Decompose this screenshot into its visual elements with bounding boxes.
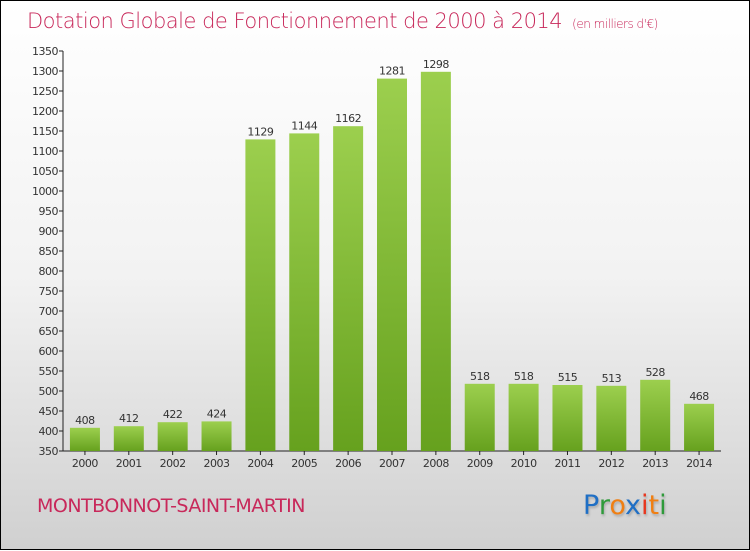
data-label-2013: 528 (645, 366, 665, 379)
bar-2011 (552, 385, 583, 451)
bar-2001 (113, 426, 144, 451)
bar-2006 (333, 126, 364, 451)
bar-2002 (157, 422, 188, 451)
y-tick-label: 550 (39, 365, 59, 378)
data-label-2003: 424 (207, 407, 227, 420)
data-label-2012: 513 (602, 372, 622, 385)
city-name: MONTBONNOT-SAINT-MARTIN (37, 495, 306, 517)
data-label-2002: 422 (163, 408, 183, 421)
bar-2013 (640, 379, 671, 451)
bar-2014 (684, 403, 715, 451)
y-tick-label: 1300 (32, 65, 58, 78)
y-tick-label: 1100 (32, 145, 58, 158)
logo-letter: o (609, 490, 626, 521)
y-tick-label: 1250 (32, 85, 58, 98)
proxiti-logo: Proxiti (583, 490, 667, 521)
y-tick-label: 700 (39, 305, 59, 318)
data-label-2004: 1129 (247, 125, 273, 138)
logo-letter: r (598, 490, 610, 521)
y-tick-label: 1150 (32, 125, 58, 138)
bar-2003 (201, 421, 232, 451)
x-tick-label: 2000 (72, 457, 98, 470)
data-label-2010: 518 (514, 370, 534, 383)
x-tick-label: 2011 (554, 457, 580, 470)
data-label-2006: 1162 (335, 112, 361, 125)
data-label-2008: 1298 (423, 58, 449, 71)
x-tick-label: 2002 (160, 457, 186, 470)
y-tick-label: 1350 (32, 45, 58, 58)
y-tick-label: 350 (39, 445, 59, 458)
logo-letter: x (625, 490, 642, 521)
x-tick-label: 2012 (598, 457, 624, 470)
logo-letter: i (659, 490, 667, 521)
y-tick-label: 500 (39, 385, 59, 398)
bar-2004 (245, 139, 276, 451)
data-label-2009: 518 (470, 370, 490, 383)
y-tick-label: 900 (39, 225, 59, 238)
data-label-2011: 515 (558, 371, 578, 384)
data-label-2000: 408 (75, 414, 95, 427)
logo-letter: t (648, 490, 660, 521)
y-tick-label: 650 (39, 325, 59, 338)
x-tick-label: 2006 (335, 457, 361, 470)
x-tick-label: 2010 (511, 457, 537, 470)
chart-title: Dotation Globale de Fonctionnement de 20… (27, 9, 658, 33)
title-text: Dotation Globale de Fonctionnement de 20… (27, 9, 563, 33)
unit-label: (en milliers d'€) (572, 17, 658, 31)
data-label-2007: 1281 (379, 65, 405, 78)
data-label-2005: 1144 (291, 119, 317, 132)
x-tick-label: 2009 (467, 457, 493, 470)
x-tick-label: 2014 (686, 457, 712, 470)
y-tick-label: 600 (39, 345, 59, 358)
y-tick-label: 450 (39, 405, 59, 418)
x-tick-label: 2004 (247, 457, 273, 470)
y-tick-label: 800 (39, 265, 59, 278)
bar-2005 (289, 133, 320, 451)
bar-2010 (508, 383, 539, 451)
bar-2012 (596, 385, 627, 451)
x-tick-label: 2008 (423, 457, 449, 470)
x-tick-label: 2005 (291, 457, 317, 470)
data-label-2001: 412 (119, 412, 139, 425)
y-tick-label: 400 (39, 425, 59, 438)
bar-2009 (464, 383, 495, 451)
bar-2008 (420, 71, 451, 452)
y-tick-label: 1200 (32, 105, 58, 118)
logo-letter: i (641, 490, 649, 521)
y-tick-label: 750 (39, 285, 59, 298)
y-tick-label: 1000 (32, 185, 58, 198)
x-tick-label: 2013 (642, 457, 668, 470)
logo-letter: P (583, 490, 599, 521)
bar-2000 (69, 427, 100, 451)
y-tick-label: 850 (39, 245, 59, 258)
bar-2007 (377, 78, 407, 451)
x-tick-label: 2007 (379, 457, 405, 470)
data-label-2014: 468 (689, 390, 709, 403)
y-tick-label: 950 (39, 205, 59, 218)
y-tick-label: 1050 (32, 165, 58, 178)
x-tick-label: 2003 (204, 457, 230, 470)
x-tick-label: 2001 (116, 457, 142, 470)
